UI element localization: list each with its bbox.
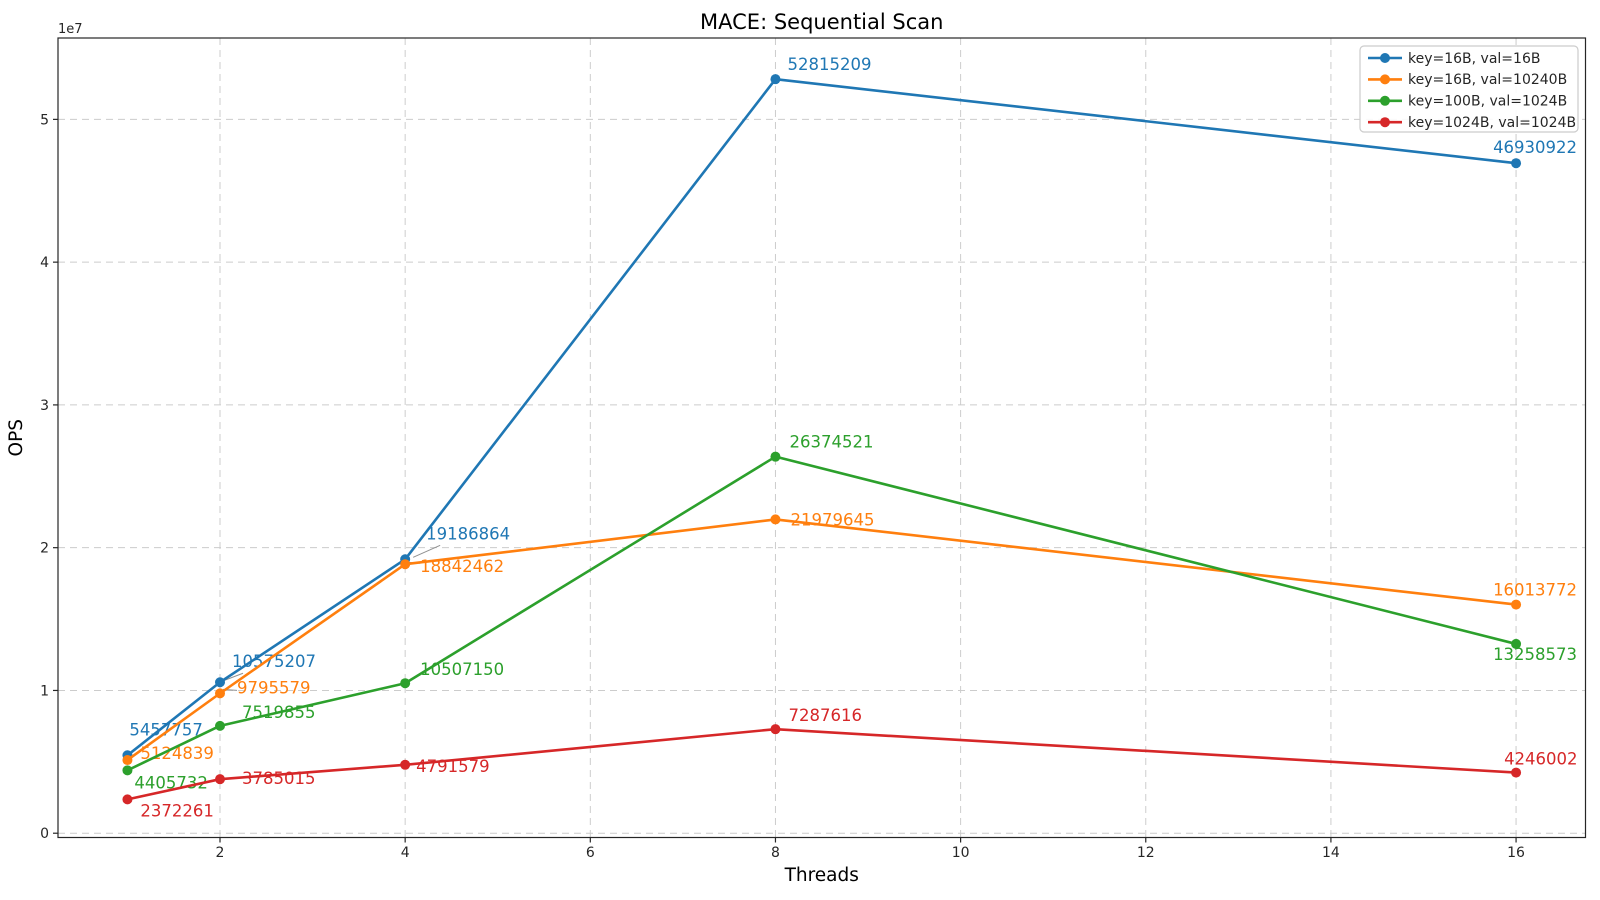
data-point-value-label: 7519855 [242,703,316,722]
data-point-marker [122,765,133,776]
data-point-marker [1511,767,1522,778]
data-point-value-label: 5457757 [129,720,203,739]
data-point-value-label: 3785015 [242,769,316,788]
x-tick-label: 4 [401,845,410,861]
data-point-value-label: 2372261 [140,801,214,820]
x-tick-label: 6 [586,845,595,861]
data-point-value-label: 46930922 [1493,138,1577,157]
x-tick-label: 2 [216,845,225,861]
y-tick-label: 2 [40,541,49,557]
data-point-marker [215,677,226,688]
x-axis-label: Threads [784,865,859,886]
data-point-value-label: 4246002 [1504,750,1578,769]
legend-box [1359,45,1579,133]
x-tick-label: 10 [952,845,970,861]
data-point-marker [1511,638,1522,649]
x-tick-label: 16 [1507,845,1525,861]
data-point-value-label: 21979645 [790,510,874,529]
data-point-marker [400,559,411,570]
data-point-value-label: 4405732 [134,773,208,792]
legend-label: key=1024B, val=1024B [1408,115,1576,131]
data-point-value-label: 9795579 [237,678,311,697]
y-axis-label: OPS [6,419,27,456]
legend-marker [1380,53,1390,63]
legend-label: key=100B, val=1024B [1408,94,1567,110]
data-point-value-label: 18842462 [420,557,504,576]
data-point-value-label: 13258573 [1493,645,1577,664]
data-point-marker [1511,599,1522,610]
series-line [127,727,1517,801]
data-point-marker [215,688,226,699]
series-line [126,77,1517,757]
data-point-value-label: 26374521 [789,433,873,452]
data-point-marker [770,724,781,735]
x-tick-label: 12 [1137,845,1155,861]
data-point-value-label: 5124839 [140,744,214,763]
plot-border [57,37,1587,839]
data-point-marker [1511,158,1522,169]
data-point-marker [400,678,411,689]
data-point-marker [770,514,781,525]
annotation-leader-line [412,544,441,558]
y-tick-label: 3 [40,398,49,414]
y-tick-label: 1 [40,683,49,699]
legend-label: key=16B, val=10240B [1408,72,1567,88]
data-point-value-label: 52815209 [787,55,871,74]
data-point-value-label: 16013772 [1493,581,1577,600]
legend-marker [1380,95,1390,106]
data-point-value-label: 7287616 [788,706,862,725]
chart-title: MACE: Sequential Scan [700,10,943,34]
data-point-value-label: 4791579 [416,757,490,776]
data-point-marker [770,74,781,85]
data-point-marker [215,774,226,785]
data-point-value-label: 10507150 [420,660,504,679]
data-point-marker [215,720,226,731]
data-point-value-label: 19186864 [426,524,510,543]
y-tick-label: 0 [40,826,49,842]
legend-label: key=16B, val=16B [1408,51,1540,67]
legend-marker [1380,74,1390,85]
y-tick-label: 5 [40,112,49,128]
data-point-marker [770,451,781,462]
data-point-value-label: 10575207 [232,652,316,671]
data-point-marker [400,759,411,770]
data-point-marker [122,794,133,805]
legend-marker [1380,117,1390,128]
y-tick-label: 4 [40,255,49,271]
x-tick-label: 14 [1322,845,1340,861]
y-axis-offset-label: 1e7 [58,22,83,37]
x-tick-label: 8 [771,845,780,861]
data-point-marker [122,755,133,766]
